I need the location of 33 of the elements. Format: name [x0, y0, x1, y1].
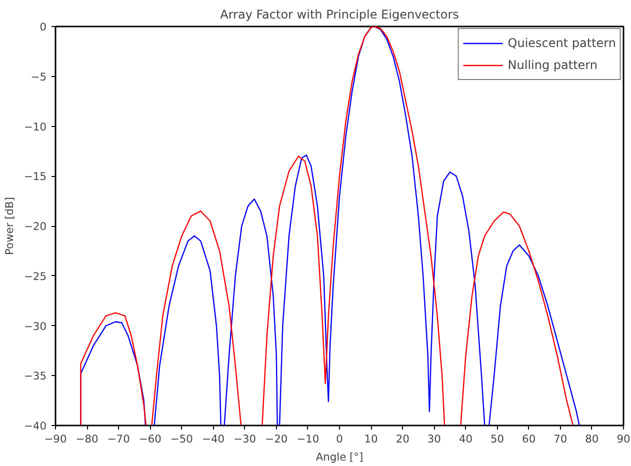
y-tick-label: −5 [30, 70, 47, 84]
x-tick-label: −30 [234, 432, 256, 446]
y-tick-label: −40 [24, 420, 47, 432]
x-tick-label: 80 [585, 432, 599, 446]
y-tick-label: −15 [24, 170, 47, 184]
x-tick-label: −70 [107, 432, 130, 446]
x-tick-label: −10 [296, 432, 320, 446]
y-tick-label: −10 [24, 120, 47, 134]
x-tick-label: 10 [364, 432, 378, 446]
x-tick-label: 60 [522, 432, 536, 446]
y-axis-title: Power [dB] [3, 197, 16, 255]
x-tick-label: 20 [396, 432, 410, 446]
y-tick-label: −20 [24, 220, 47, 233]
chart-title: Array Factor with Principle Eigenvectors [220, 8, 459, 22]
x-tick-label: 40 [458, 432, 473, 446]
legend-label: Nulling pattern [508, 58, 598, 72]
x-tick-label: 70 [554, 432, 568, 446]
x-tick-label: 90 [616, 432, 630, 446]
x-tick-label: −20 [265, 432, 288, 446]
y-tick-label: −30 [24, 320, 47, 333]
y-tick-label: 0 [40, 20, 47, 34]
x-tick-label: 50 [490, 432, 504, 446]
x-tick-label: −40 [202, 432, 225, 446]
x-tick-label: 0 [336, 432, 344, 446]
y-tick-label: −25 [24, 270, 47, 283]
y-tick-label: −35 [24, 370, 47, 383]
x-tick-label: −90 [44, 432, 67, 446]
legend-label: Quiescent pattern [508, 36, 616, 50]
x-tick-label: −50 [170, 432, 194, 446]
x-tick-label: −60 [138, 432, 162, 446]
x-axis-title: Angle [°] [316, 450, 364, 464]
x-tick-label: −80 [76, 432, 99, 446]
x-tick-label: 30 [427, 432, 442, 446]
